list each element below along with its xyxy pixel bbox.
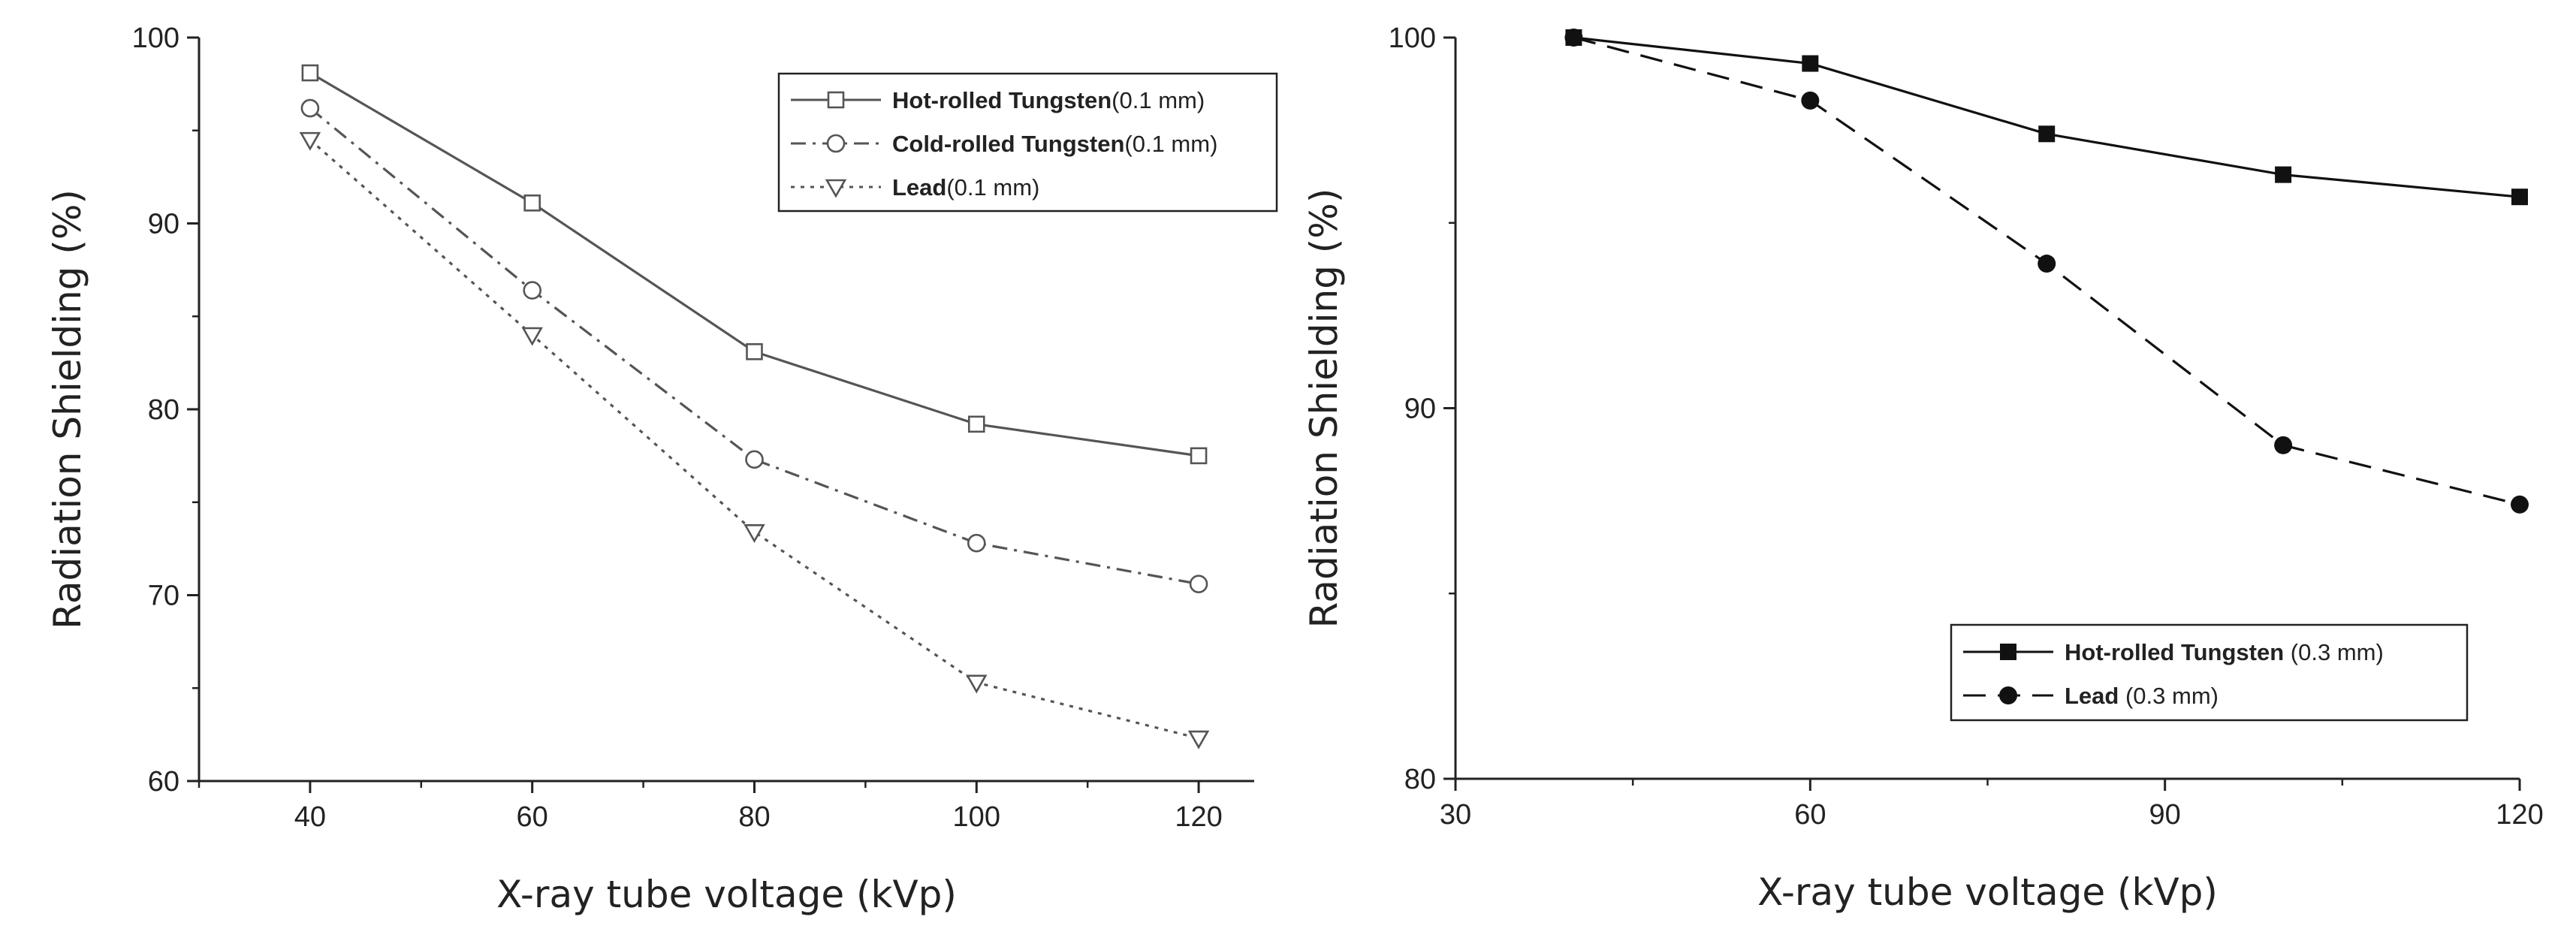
data-point [967,415,985,433]
legend-series-name: Hot-rolled Tungsten [892,87,1112,113]
legend-marker [2000,644,2016,660]
x-axis-title: X-ray tube voltage (kVp) [1757,870,2218,914]
y-tick-label: 100 [132,23,179,54]
y-tick-label: 100 [1389,23,1436,54]
y-tick-label: 60 [148,766,179,798]
series-line [309,107,1199,586]
chart-left-shielding-0.1mm: 60 70 80 90 100 40 60 80 100 120 X-ray tube voltag… [46,23,1278,916]
legend-series-thickness: (0.3 mm) [2119,683,2219,709]
x-tick-label: 40 [294,801,326,833]
data-point [523,281,541,300]
legend-series-name: Hot-rolled Tungsten [2065,639,2284,665]
legend-series-thickness: (0.1 mm) [946,174,1039,201]
x-tick-label: 120 [2496,799,2543,831]
series-1 [300,98,1208,593]
data-point [2511,189,2528,206]
y-tick-label: 80 [148,394,179,426]
legend-label: Lead(0.1 mm) [892,174,1039,201]
y-tick-label: 80 [1404,764,1436,795]
series-line [309,138,1199,740]
data-point [523,194,541,212]
data-point [2275,166,2292,183]
data-point [1564,29,1583,47]
y-tick-label: 90 [1404,394,1436,425]
data-point [2511,495,2529,514]
legend: Hot-rolled Tungsten(0.1 mm)Cold-rolled T… [777,72,1278,213]
series-2 [299,131,1210,749]
y-axis-title: Radiation Shielding (%) [46,189,89,629]
legend-marker [825,179,847,198]
chart-right-shielding-0.3mm: 80 90 100 30 60 90 120 X-ray tube voltage (kVp)… [1302,23,2544,914]
data-point [2038,255,2056,273]
data-point [1189,575,1208,593]
data-point [300,98,320,118]
data-point [1190,447,1208,465]
data-point [744,524,765,543]
legend-label: Lead (0.3 mm) [2065,683,2219,709]
legend: Hot-rolled Tungsten (0.3 mm)Lead (0.3 mm… [1950,623,2469,722]
data-point [967,533,986,553]
y-tick-label: 90 [148,209,179,240]
legend-series-thickness: (0.1 mm) [1124,131,1217,157]
legend-box [1950,623,2469,722]
legend-label: Cold-rolled Tungsten(0.1 mm) [892,131,1217,157]
x-tick-label: 90 [2149,799,2181,831]
x-tick-label: 120 [1175,801,1222,833]
data-point [1801,91,1820,110]
series-1 [1564,29,2529,514]
legend-label: Hot-rolled Tungsten(0.1 mm) [892,87,1205,113]
data-point [746,342,763,360]
x-tick-label: 60 [1794,799,1826,831]
x-tick-label: 80 [738,801,770,833]
y-tick-label: 70 [148,581,179,612]
data-point [2274,436,2293,454]
legend-series-name: Lead [892,174,946,201]
data-point [2038,125,2056,143]
data-point [745,450,764,469]
legend-marker [1999,686,2017,704]
legend-series-name: Lead [2065,683,2119,709]
series-line [1573,36,2520,198]
legend-label: Hot-rolled Tungsten (0.3 mm) [2065,639,2384,665]
x-tick-label: 30 [1440,799,1471,831]
legend-marker [826,134,846,153]
x-axis-title: X-ray tube voltage (kVp) [496,873,957,916]
legend-marker [827,91,845,109]
legend-series-thickness: (0.1 mm) [1112,87,1205,113]
data-point [299,131,321,151]
legend-series-thickness: (0.3 mm) [2284,639,2384,665]
data-point [1187,730,1210,749]
data-point [521,327,543,346]
y-axis-title: Radiation Shielding (%) [1302,189,1346,629]
legend-series-name: Cold-rolled Tungsten [892,131,1124,157]
series-0 [301,64,1208,465]
data-point [966,674,988,694]
data-point [301,64,319,82]
x-tick-label: 100 [953,801,1000,833]
x-tick-label: 60 [517,801,548,833]
data-point [1802,55,1819,72]
series-0 [1565,29,2528,206]
